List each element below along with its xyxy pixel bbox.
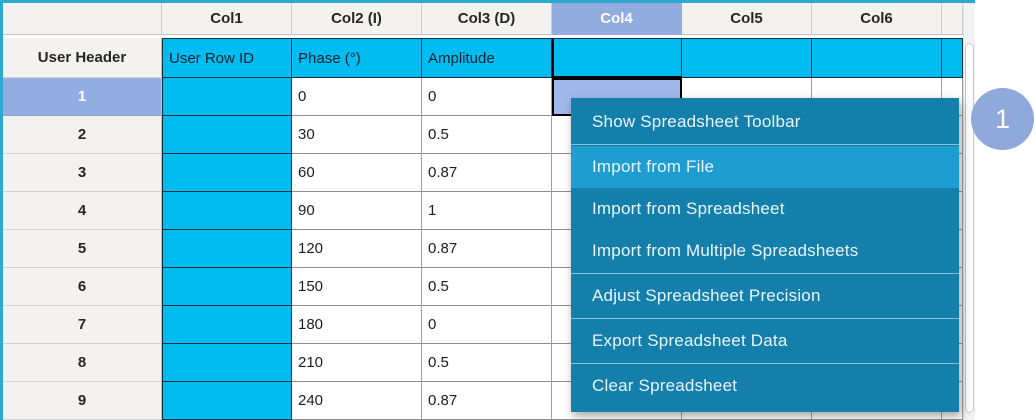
row-header-4[interactable]: 4 (3, 192, 162, 230)
menu-item-import-from-spreadsheet[interactable]: Import from Spreadsheet (592, 199, 785, 218)
menu-separator (571, 273, 959, 274)
data-cell[interactable]: 0.5 (422, 344, 552, 382)
data-cell[interactable]: 0 (292, 78, 422, 116)
row-header-8[interactable]: 8 (3, 344, 162, 382)
data-cell[interactable]: 0.5 (422, 268, 552, 306)
data-cell[interactable] (162, 154, 292, 192)
data-cell[interactable]: 90 (292, 192, 422, 230)
menu-item-import-from-file[interactable]: Import from File (571, 146, 959, 188)
menu-separator (571, 318, 959, 319)
row-header-6[interactable]: 6 (3, 268, 162, 306)
context-menu: Show Spreadsheet Toolbar Import from Fil… (571, 98, 959, 412)
row-header-5[interactable]: 5 (3, 230, 162, 268)
data-cell[interactable]: 0 (422, 78, 552, 116)
data-cell[interactable]: 1 (422, 192, 552, 230)
data-cell[interactable] (162, 116, 292, 154)
menu-separator (571, 363, 959, 364)
user-header-cell-col6[interactable] (812, 38, 942, 78)
scrollbar-thumb[interactable] (965, 43, 974, 413)
data-cell[interactable]: 150 (292, 268, 422, 306)
data-cell[interactable] (162, 344, 292, 382)
row-header-9[interactable]: 9 (3, 382, 162, 420)
menu-separator (571, 144, 959, 145)
column-header-col4-selected[interactable]: Col4 (552, 3, 682, 35)
user-header-cell-col4[interactable] (552, 38, 682, 78)
menu-item-export-spreadsheet-data[interactable]: Export Spreadsheet Data (592, 331, 788, 350)
column-header-col1[interactable]: Col1 (162, 3, 292, 35)
data-cell[interactable]: 120 (292, 230, 422, 268)
data-cell[interactable] (162, 192, 292, 230)
data-cell[interactable]: 0 (422, 306, 552, 344)
data-cell[interactable]: 0.87 (422, 382, 552, 420)
row-header-2[interactable]: 2 (3, 116, 162, 154)
data-cell[interactable]: 0.87 (422, 154, 552, 192)
data-cell[interactable]: 180 (292, 306, 422, 344)
phase-header-cell[interactable]: Phase (°) (292, 38, 422, 78)
data-cell[interactable]: 0.5 (422, 116, 552, 154)
data-cell[interactable]: 210 (292, 344, 422, 382)
column-header-row: Col1 Col2 (I) Col3 (D) Col4 Col5 Col6 (3, 3, 963, 35)
header-divider (3, 35, 963, 38)
data-cell[interactable]: 0.87 (422, 230, 552, 268)
data-cell[interactable] (162, 268, 292, 306)
menu-item-import-from-multiple-spreadsheets[interactable]: Import from Multiple Spreadsheets (592, 241, 859, 260)
user-header-row: User Header User Row ID Phase (°) Amplit… (3, 38, 963, 78)
column-header-col5[interactable]: Col5 (682, 3, 812, 35)
corner-header-cell[interactable] (3, 3, 162, 35)
data-cell[interactable] (162, 78, 292, 116)
column-header-partial[interactable] (942, 3, 963, 35)
menu-item-adjust-spreadsheet-precision[interactable]: Adjust Spreadsheet Precision (592, 286, 821, 305)
amplitude-header-cell[interactable]: Amplitude (422, 38, 552, 78)
user-header-cell-partial[interactable] (942, 38, 963, 78)
annotation-badge-1: 1 (971, 88, 1034, 150)
column-header-col6[interactable]: Col6 (812, 3, 942, 35)
column-header-col3[interactable]: Col3 (D) (422, 3, 552, 35)
row-header-3[interactable]: 3 (3, 154, 162, 192)
user-header-cell-col5[interactable] (682, 38, 812, 78)
user-row-id-cell[interactable]: User Row ID (162, 38, 292, 78)
data-cell[interactable]: 60 (292, 154, 422, 192)
data-cell[interactable]: 240 (292, 382, 422, 420)
data-cell[interactable] (162, 306, 292, 344)
menu-item-clear-spreadsheet[interactable]: Clear Spreadsheet (592, 376, 738, 395)
data-cell[interactable] (162, 230, 292, 268)
column-header-col2[interactable]: Col2 (I) (292, 3, 422, 35)
user-header-label[interactable]: User Header (3, 38, 162, 78)
menu-item-show-spreadsheet-toolbar[interactable]: Show Spreadsheet Toolbar (592, 112, 801, 131)
row-header-7[interactable]: 7 (3, 306, 162, 344)
vertical-scrollbar[interactable] (963, 3, 975, 420)
row-header-1-selected[interactable]: 1 (3, 78, 162, 116)
data-cell[interactable] (162, 382, 292, 420)
data-cell[interactable]: 30 (292, 116, 422, 154)
